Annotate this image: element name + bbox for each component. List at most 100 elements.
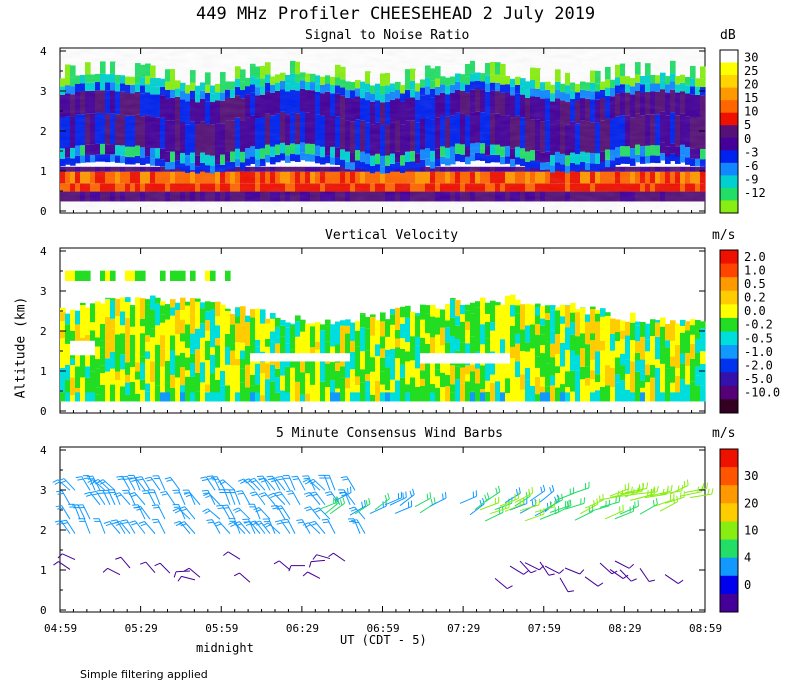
- vv-cell: [230, 313, 236, 325]
- vv-cell: [115, 371, 121, 380]
- vv-cell: [560, 366, 566, 385]
- wind-barb-flag: [264, 524, 271, 529]
- vv-cell: [200, 392, 206, 402]
- vv-cell: [385, 336, 391, 350]
- wind-barb-flag: [302, 478, 309, 483]
- vv-cell: [320, 359, 326, 382]
- y-tick-label: 3: [40, 484, 47, 497]
- vv-cell: [140, 326, 146, 334]
- vv-cell: [65, 364, 71, 380]
- colorbar-swatch: [720, 150, 738, 164]
- vv-cell: [690, 381, 696, 402]
- vv-cell: [390, 379, 396, 402]
- wind-barb-flag: [217, 507, 224, 510]
- vv-cell: [195, 372, 201, 392]
- vv-cell: [565, 392, 571, 402]
- vv-cell: [400, 348, 406, 365]
- vv-cell: [190, 298, 196, 314]
- vv-cell: [700, 363, 706, 386]
- vv-cell: [510, 358, 516, 372]
- vv-cell: [480, 392, 486, 402]
- vv-cell: [520, 351, 526, 375]
- wind-barb-flag: [677, 485, 680, 492]
- wind-barb-flag: [557, 495, 560, 502]
- colorbar-swatch: [720, 449, 738, 468]
- wind-barb-flag: [302, 522, 309, 526]
- vv-cell: [90, 371, 96, 395]
- wind-barb-flag: [653, 487, 656, 494]
- vv-cell: [135, 371, 141, 380]
- vv-cell: [455, 392, 461, 402]
- vv-cell: [510, 391, 516, 402]
- vv-cell: [175, 377, 181, 402]
- vv-cell: [200, 308, 206, 324]
- vv-cell: [515, 361, 521, 378]
- vv-cell: [395, 347, 401, 359]
- vv-cell: [325, 387, 331, 402]
- vv-cell: [85, 366, 91, 378]
- vv-cell: [600, 308, 606, 317]
- vv-cell: [95, 368, 101, 388]
- wind-barb-flag: [652, 499, 655, 507]
- wind-barb-flag: [291, 475, 298, 478]
- vv-cell: [220, 334, 226, 359]
- vv-cell: [600, 330, 606, 341]
- wind-barb-flag: [596, 498, 599, 505]
- footnote: Simple filtering applied: [80, 668, 208, 681]
- vv-cell: [535, 367, 541, 377]
- vv-cell: [535, 324, 541, 335]
- wind-barb-flag: [245, 480, 252, 484]
- vv-cell: [595, 374, 601, 383]
- vv-cell: [255, 308, 261, 332]
- vv-cell: [340, 377, 346, 402]
- vv-cell: [135, 362, 141, 372]
- vv-cell: [230, 324, 236, 344]
- wind-barb-flag: [551, 484, 555, 491]
- vv-cell: [440, 309, 446, 315]
- vv-cell: [335, 321, 341, 345]
- vv-cell: [100, 347, 106, 355]
- vv-cell: [625, 389, 631, 402]
- vv-cell: [235, 342, 241, 350]
- vv-cell: [205, 330, 211, 341]
- vv-cell: [405, 305, 411, 318]
- wind-barb-flag: [251, 522, 258, 526]
- colorbar-label: -6: [744, 159, 758, 173]
- vv-cell: [280, 320, 286, 326]
- vv-cell: [480, 297, 486, 309]
- wind-barb-flag: [530, 570, 537, 574]
- vv-cell: [630, 392, 636, 402]
- vv-cell: [380, 357, 386, 372]
- vv-cell: [275, 343, 281, 351]
- vv-cell: [210, 354, 216, 374]
- wind-barb-flag: [433, 497, 436, 504]
- vv-cell: [590, 333, 596, 341]
- vv-cell: [270, 381, 276, 402]
- vv-cell: [375, 380, 381, 402]
- vv-cell: [595, 321, 601, 340]
- vv-cell: [100, 384, 106, 402]
- vv-cell: [665, 324, 671, 341]
- vv-cell: [200, 382, 206, 393]
- vv-cell: [125, 297, 131, 303]
- wind-barb-flag: [637, 486, 640, 493]
- vv-cell: [585, 314, 591, 322]
- wind-barb-flag: [134, 505, 141, 509]
- vv-cell: [160, 305, 166, 315]
- vv-cell: [570, 391, 576, 402]
- vv-cell: [305, 359, 311, 374]
- colorbar-label: 0: [744, 578, 751, 592]
- vv-cell: [480, 308, 486, 325]
- vv-cell: [180, 297, 186, 311]
- vv-cell: [245, 387, 251, 402]
- vv-cell: [325, 319, 331, 327]
- wind-barb-flag: [129, 520, 136, 524]
- vv-cell: [70, 395, 76, 402]
- vv-cell: [135, 313, 141, 338]
- colorbar-swatch: [720, 263, 738, 278]
- wind-barb-flag: [183, 567, 190, 572]
- vv-cell: [185, 357, 191, 371]
- wind-barb-flag: [151, 518, 158, 521]
- vv-cell: [230, 388, 236, 402]
- vv-cell: [510, 325, 516, 347]
